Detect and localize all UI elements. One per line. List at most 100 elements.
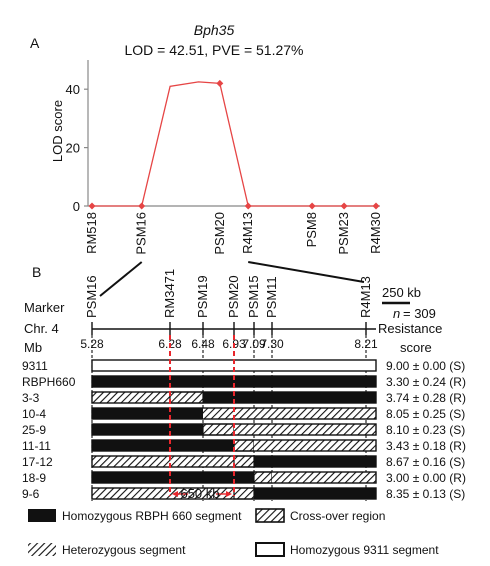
marker-position: 6.48	[191, 337, 215, 351]
lod-x-tick-labels: RM518 PSM16 PSM20 R4M13 PSM8 PSM23 R4M30	[84, 212, 383, 255]
segment-heterozygous	[234, 408, 254, 419]
row-line-name: 9-6	[22, 487, 40, 501]
legend-label-homozygous-9311: Homozygous 9311 segment	[290, 543, 439, 557]
y-tick-label: 40	[66, 82, 80, 97]
segment-crossover	[233, 487, 255, 500]
marker-name: PSM20	[226, 275, 241, 318]
marker-name: PSM15	[246, 275, 261, 318]
segment-heterozygous	[234, 424, 254, 435]
n-symbol: n	[393, 306, 400, 321]
row-line-name: 10-4	[22, 407, 46, 421]
row-line-name: 9311	[22, 359, 48, 373]
segment-homozygous-rbph	[254, 488, 272, 499]
score-header: score	[400, 340, 432, 355]
row-score: 3.43 ± 0.18 (R)	[386, 439, 466, 453]
scale-label: 250 kb	[382, 285, 421, 300]
segment-homozygous-rbph	[254, 392, 272, 403]
marker-position: 7.09	[242, 337, 266, 351]
lod-point	[340, 202, 348, 210]
segment-homozygous-rbph	[170, 424, 203, 435]
segment-homozygous-rbph	[203, 440, 234, 451]
lod-point	[88, 202, 96, 210]
segment-homozygous-rbph	[92, 440, 170, 451]
marker-name: R4M13	[358, 276, 373, 318]
segment-homozygous-rbph	[170, 472, 203, 483]
row-score: 8.10 ± 0.23 (S)	[386, 423, 465, 437]
segment-heterozygous	[254, 424, 272, 435]
segment-homozygous-rbph	[234, 392, 254, 403]
resistance-header: Resistance	[378, 321, 442, 336]
legend-swatch-homozygous-9311	[255, 542, 285, 557]
segment-crossover	[233, 455, 255, 468]
legend-swatch-homozygous-rbph	[28, 509, 56, 522]
lod-point	[244, 202, 252, 210]
connector-r4m13	[248, 261, 365, 283]
x-tick-label-text: RM518	[84, 212, 99, 254]
segment-heterozygous	[170, 456, 203, 467]
segment-homozygous-9311	[170, 360, 203, 371]
segment-homozygous-rbph	[203, 472, 234, 483]
x-tick-label: PSM23	[336, 212, 351, 255]
segment-homozygous-9311	[234, 360, 254, 371]
mb-label: Mb	[24, 340, 42, 355]
legend-label-crossover: Cross-over region	[290, 509, 385, 523]
marker-position: 8.21	[354, 337, 378, 351]
segment-homozygous-rbph	[92, 424, 170, 435]
segment-crossover	[169, 391, 204, 404]
y-tick-label: 0	[73, 199, 80, 214]
marker-row-label: Marker	[24, 300, 65, 315]
segment-homozygous-rbph	[254, 376, 272, 387]
segment-homozygous-rbph	[272, 456, 376, 467]
n-value: = 309	[403, 306, 436, 321]
row-score: 3.74 ± 0.28 (R)	[386, 391, 466, 405]
row-line-name: 18-9	[22, 471, 46, 485]
segment-heterozygous	[272, 408, 376, 419]
segment-homozygous-rbph	[170, 440, 203, 451]
x-tick-label: R4M30	[368, 212, 383, 254]
marker-position: 7.30	[260, 337, 284, 351]
x-tick-label-text: PSM16	[134, 212, 149, 255]
segment-homozygous-rbph	[92, 376, 170, 387]
scale-bar: 250 kb n = 309	[382, 285, 436, 321]
segment-homozygous-rbph	[272, 392, 376, 403]
x-tick-label: PSM8	[304, 212, 319, 247]
marker-name-text: R4M13	[358, 276, 373, 318]
segment-homozygous-9311	[203, 360, 234, 371]
chart-title: Bph35	[194, 22, 235, 38]
y-axis-label: LOD score	[50, 100, 65, 162]
segment-heterozygous	[254, 440, 272, 451]
row-score: 8.05 ± 0.25 (S)	[386, 407, 465, 421]
x-tick-label: R4M13	[240, 212, 255, 254]
segment-homozygous-rbph	[254, 456, 272, 467]
legend-label-homozygous-rbph: Homozygous RBPH 660 segment	[62, 509, 242, 523]
row-score: 9.00 ± 0.00 (S)	[386, 359, 465, 373]
row-score: 3.30 ± 0.24 (R)	[386, 375, 466, 389]
segment-homozygous-9311	[272, 360, 376, 371]
legend: Homozygous RBPH 660 segment Cross-over r…	[28, 508, 439, 557]
row-line-name: 25-9	[22, 423, 46, 437]
genotype-row: 11-11 3.43 ± 0.18 (R)	[22, 439, 466, 453]
segment-homozygous-rbph	[203, 392, 234, 403]
genotype-row: 9311 9.00 ± 0.00 (S)	[22, 359, 465, 373]
segment-homozygous-rbph	[272, 488, 376, 499]
marker-name-text: PSM16	[84, 275, 99, 318]
chromosome-label: Chr. 4	[24, 321, 59, 336]
legend-swatch-crossover	[255, 508, 285, 523]
marker-name-text: PSM15	[246, 275, 261, 318]
interval-arrowhead-left	[172, 491, 178, 497]
marker-name-text: PSM20	[226, 275, 241, 318]
marker-name-text: RM3471	[162, 269, 177, 318]
segment-heterozygous	[92, 488, 170, 499]
x-tick-label-text: PSM8	[304, 212, 319, 247]
row-line-name: RBPH660	[22, 375, 76, 389]
panel-b-label: B	[32, 264, 41, 280]
segment-homozygous-rbph	[170, 376, 203, 387]
segment-homozygous-rbph	[234, 376, 254, 387]
row-line-name: 17-12	[22, 455, 53, 469]
genotype-row: 18-9 3.00 ± 0.00 (R)	[22, 471, 466, 485]
marker-name: PSM11	[264, 276, 279, 318]
legend-swatch-heterozygous	[28, 543, 56, 556]
lod-point	[372, 202, 380, 210]
segment-heterozygous	[203, 456, 234, 467]
